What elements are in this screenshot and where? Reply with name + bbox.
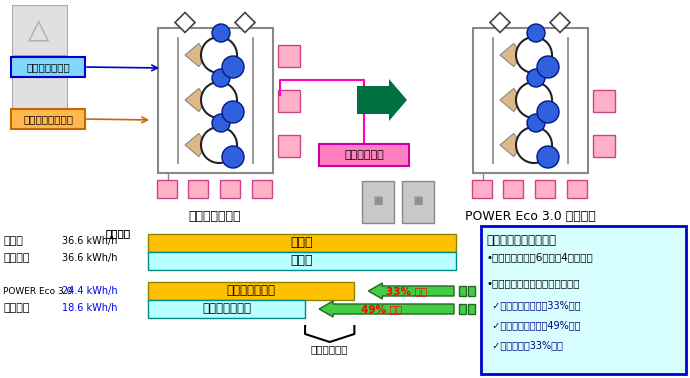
Text: POWER Eco 3.0: POWER Eco 3.0 — [3, 287, 72, 296]
Text: 待機時: 待機時 — [290, 254, 313, 268]
Text: 待機時（最小）: 待機時（最小） — [202, 302, 251, 316]
Text: •コンプレッサを6台から4台に削減: •コンプレッサを6台から4台に削減 — [486, 252, 593, 262]
Circle shape — [527, 114, 545, 132]
Circle shape — [212, 69, 230, 87]
Wedge shape — [500, 88, 518, 112]
Bar — [277, 135, 299, 157]
Wedge shape — [185, 133, 203, 156]
Bar — [471, 180, 491, 197]
Circle shape — [516, 37, 552, 73]
Circle shape — [212, 114, 230, 132]
Text: ✓待機時：消費電力49%低減: ✓待機時：消費電力49%低減 — [486, 320, 580, 330]
Bar — [251, 180, 271, 197]
FancyArrow shape — [368, 283, 454, 299]
Bar — [148, 300, 305, 318]
Bar — [473, 28, 587, 172]
Text: ▪: ▪ — [373, 191, 384, 209]
Text: クライオポンプ: クライオポンプ — [26, 62, 70, 72]
Text: 処理時: 処理時 — [290, 237, 313, 249]
Wedge shape — [185, 43, 203, 67]
Polygon shape — [490, 12, 510, 33]
Bar — [157, 180, 177, 197]
Wedge shape — [500, 43, 518, 67]
Text: •入熱に応じた最適コントロール: •入熱に応じた最適コントロール — [486, 278, 580, 288]
Polygon shape — [235, 12, 255, 33]
Bar — [277, 90, 299, 112]
Polygon shape — [550, 12, 570, 33]
Bar — [148, 252, 456, 270]
Bar — [468, 304, 475, 314]
Text: 消費電力: 消費電力 — [105, 228, 130, 238]
Circle shape — [222, 56, 244, 78]
Text: ✓処理時：消費電力33%低減: ✓処理時：消費電力33%低減 — [486, 300, 580, 310]
Bar — [12, 5, 67, 55]
Text: 従来の: 従来の — [3, 236, 23, 246]
Circle shape — [527, 24, 545, 42]
Bar — [593, 135, 615, 157]
Text: 49% 低減: 49% 低減 — [361, 304, 402, 314]
Wedge shape — [500, 133, 518, 156]
Text: POWER Eco 3.0 システム: POWER Eco 3.0 システム — [464, 210, 595, 223]
Bar — [535, 180, 555, 197]
Bar — [468, 286, 475, 296]
Circle shape — [537, 146, 559, 168]
Circle shape — [222, 101, 244, 123]
Text: 処理時（最大）: 処理時（最大） — [227, 285, 276, 297]
Circle shape — [516, 82, 552, 118]
Text: システム: システム — [3, 303, 30, 313]
Text: ▪: ▪ — [413, 191, 424, 209]
Bar — [148, 282, 355, 300]
Bar — [503, 180, 523, 197]
Circle shape — [201, 127, 237, 163]
Text: 消費電力: 消費電力 — [105, 228, 130, 238]
Circle shape — [516, 127, 552, 163]
Text: システム: システム — [3, 253, 30, 263]
Bar — [362, 181, 394, 223]
Wedge shape — [185, 88, 203, 112]
Bar — [220, 180, 240, 197]
FancyBboxPatch shape — [319, 144, 409, 166]
Text: ✓冷却水量：33%低減: ✓冷却水量：33%低減 — [486, 340, 563, 350]
Circle shape — [527, 69, 545, 87]
Circle shape — [201, 82, 237, 118]
Bar — [459, 286, 466, 296]
FancyBboxPatch shape — [11, 57, 85, 77]
Circle shape — [537, 101, 559, 123]
Circle shape — [537, 56, 559, 78]
Text: △: △ — [28, 16, 50, 44]
Text: クライオトラップ: クライオトラップ — [23, 114, 73, 124]
Bar — [402, 181, 434, 223]
Text: コンプレッサ: コンプレッサ — [344, 150, 384, 160]
Text: 36.6 kWh/h: 36.6 kWh/h — [62, 236, 117, 246]
Text: 従来システムとの比較: 従来システムとの比較 — [486, 234, 556, 247]
Bar — [148, 234, 456, 252]
Text: 入熱の変動分: 入熱の変動分 — [311, 344, 348, 354]
Circle shape — [212, 24, 230, 42]
Bar — [188, 180, 208, 197]
Bar — [566, 180, 586, 197]
FancyBboxPatch shape — [11, 109, 85, 129]
Bar — [593, 90, 615, 112]
FancyArrow shape — [319, 301, 454, 317]
Text: 33% 低減: 33% 低減 — [386, 286, 426, 296]
Polygon shape — [175, 12, 195, 33]
Text: 18.6 kWh/h: 18.6 kWh/h — [62, 303, 117, 313]
Bar — [12, 63, 67, 108]
Circle shape — [201, 37, 237, 73]
FancyBboxPatch shape — [481, 226, 686, 374]
FancyArrow shape — [357, 79, 407, 121]
Bar — [277, 45, 299, 67]
Circle shape — [222, 146, 244, 168]
Text: 36.6 kWh/h: 36.6 kWh/h — [62, 253, 117, 263]
Text: 24.4 kWh/h: 24.4 kWh/h — [62, 286, 117, 296]
Text: 従来のシステム: 従来のシステム — [189, 210, 241, 223]
Bar — [157, 28, 273, 172]
Bar — [459, 304, 466, 314]
